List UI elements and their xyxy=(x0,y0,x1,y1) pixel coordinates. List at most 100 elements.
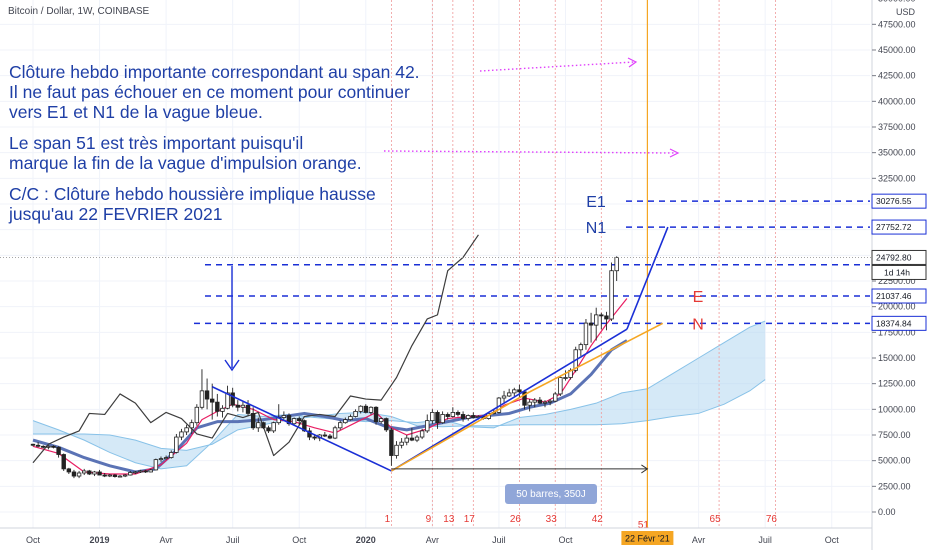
candle xyxy=(404,437,409,443)
candle xyxy=(204,390,210,400)
time-tick-label: Avr xyxy=(159,535,172,545)
candle xyxy=(281,415,287,418)
senkou-span-b xyxy=(33,379,766,451)
candle xyxy=(517,389,522,393)
candle xyxy=(594,314,599,326)
time-axis: Oct2019AvrJuilOct2020AvrJuilOct2021AvrJu… xyxy=(0,527,872,545)
candle xyxy=(409,437,415,441)
axis-tick-label: 22500.00 xyxy=(878,276,916,286)
candle xyxy=(87,470,92,475)
candle xyxy=(378,418,384,423)
axis-tick-label: 15000.00 xyxy=(878,353,916,363)
candle xyxy=(322,434,328,437)
time-tick-label: Juil xyxy=(758,535,772,545)
span-label: 51 xyxy=(638,520,650,531)
annotation-line: Clôture hebdo importante correspondant a… xyxy=(9,62,420,82)
price-level-value: 18374.84 xyxy=(876,318,912,328)
axis-tick-label: 12500.00 xyxy=(878,379,916,389)
cloud-fill xyxy=(33,321,766,469)
time-tick-label: Oct xyxy=(558,535,573,545)
candle xyxy=(61,454,66,470)
time-tick-label: Avr xyxy=(426,535,439,545)
span-label: 65 xyxy=(710,514,722,525)
candle xyxy=(209,398,215,403)
candle xyxy=(522,391,527,406)
axis-tick-label: 37500.00 xyxy=(878,122,916,132)
candle xyxy=(235,404,240,408)
candle xyxy=(599,314,604,317)
blue-wave-line xyxy=(211,386,392,472)
dotted-arrow xyxy=(479,61,635,72)
candle xyxy=(174,436,179,453)
dotted-arrow-head xyxy=(627,57,638,68)
candle xyxy=(291,418,297,425)
candle xyxy=(102,474,107,477)
candle xyxy=(148,469,153,473)
blue-wave-line xyxy=(626,226,669,330)
range-label: 50 barres, 350J xyxy=(516,489,586,500)
candle xyxy=(56,446,61,455)
candle xyxy=(250,413,256,429)
annotation-line: marque la fin de la vague d'impulsion or… xyxy=(9,153,362,173)
current-price-value: 24792.80 xyxy=(876,252,912,262)
drawings: 50 barres, 350J xyxy=(211,57,680,504)
candle xyxy=(614,256,619,272)
price-level-value: 21037.46 xyxy=(876,291,912,301)
time-tick-label: Oct xyxy=(825,535,840,545)
span-label: 42 xyxy=(592,514,604,525)
candle xyxy=(384,418,389,431)
candle xyxy=(71,471,77,477)
axis-tick-label: 50000.00 xyxy=(878,0,916,4)
span-label: 1 xyxy=(385,514,391,525)
candle xyxy=(158,458,164,461)
countdown-value: 1d 14h xyxy=(884,267,910,277)
blue-wave-line xyxy=(390,328,628,472)
candle xyxy=(450,412,456,417)
level-label: N xyxy=(692,316,704,333)
candle xyxy=(358,405,363,412)
candle xyxy=(460,414,466,419)
candle xyxy=(199,390,205,408)
candle xyxy=(368,406,374,413)
countdown-tag xyxy=(871,264,927,280)
candle xyxy=(455,412,461,415)
candle xyxy=(35,444,41,447)
current-price-tag xyxy=(871,249,927,265)
time-tick-label: 2019 xyxy=(90,535,110,545)
candle xyxy=(143,470,148,473)
candle xyxy=(128,472,133,476)
candle xyxy=(471,415,476,418)
candle xyxy=(92,471,97,475)
candle xyxy=(588,322,594,326)
candle xyxy=(256,422,261,429)
axis-tick-label: 7500.00 xyxy=(878,430,911,440)
candle xyxy=(465,415,471,419)
currency-label: USD xyxy=(896,7,916,17)
range-arrow-head xyxy=(641,464,649,474)
span-label: 9 xyxy=(426,514,432,525)
candle xyxy=(51,445,56,448)
candle xyxy=(609,270,614,320)
candle xyxy=(46,445,51,448)
candle xyxy=(394,444,399,456)
annotation-line: vers E1 et N1 de la vague bleue. xyxy=(9,102,263,122)
time-tick-label: Avr xyxy=(692,535,705,545)
candle xyxy=(435,412,440,424)
level-label: E1 xyxy=(586,194,606,211)
candle xyxy=(266,427,271,432)
candle xyxy=(445,414,450,417)
axis-tick-label: 17500.00 xyxy=(878,327,916,337)
candle xyxy=(240,404,246,408)
candle xyxy=(583,322,589,346)
annotation-line: C/C : Clôture hebdo houssière implique h… xyxy=(9,184,376,204)
annotation-line: Le span 51 est très important puisqu'il xyxy=(9,133,304,153)
candle xyxy=(604,315,609,320)
candle xyxy=(389,429,394,456)
candle xyxy=(327,435,333,439)
ichimoku-cloud xyxy=(32,320,766,470)
candle xyxy=(184,427,189,433)
price-level-value: 27752.72 xyxy=(876,222,912,232)
candle xyxy=(76,472,82,477)
